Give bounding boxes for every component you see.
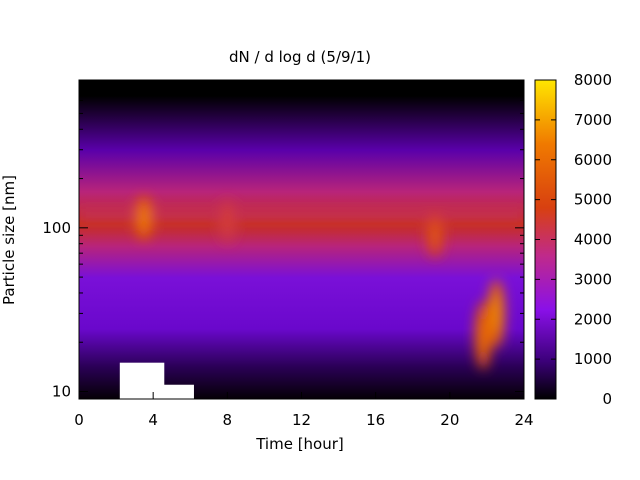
heatmap-feature-core-3 <box>431 222 439 249</box>
heatmap-feature-core-2 <box>223 207 232 235</box>
colorbar-tick-label: 2000 <box>574 310 612 328</box>
y-axis-label: Particle size [nm] <box>0 175 18 305</box>
colorbar-tick-label: 5000 <box>574 191 612 209</box>
colorbar-tick-label: 6000 <box>574 151 612 169</box>
missing-data-region-1 <box>162 384 194 399</box>
x-tick-label: 20 <box>440 411 459 429</box>
colorbar-tick-label: 3000 <box>574 270 612 288</box>
x-axis-label: Time [hour] <box>255 435 344 453</box>
x-tick-label: 4 <box>148 411 158 429</box>
x-axis: 0 4 8 12 16 20 24 <box>74 80 534 429</box>
colorbar-axis: 0 1000 2000 3000 4000 5000 6000 7000 8000 <box>535 71 612 408</box>
y-tick-label: 100 <box>42 219 71 237</box>
colorbar-tick-label: 0 <box>602 390 612 408</box>
colorbar-tick-label: 7000 <box>574 111 612 129</box>
colorbar-tick-label: 8000 <box>574 71 612 89</box>
y-tick-label: 10 <box>52 383 71 401</box>
heatmap-features <box>79 195 524 370</box>
colorbar-tick-label: 4000 <box>574 231 612 249</box>
heatmap-feature-core-4 <box>492 293 501 334</box>
chart-title: dN / d log d (5/9/1) <box>229 48 371 66</box>
x-tick-label: 24 <box>514 411 533 429</box>
y-axis: 10 100 <box>42 79 524 401</box>
heatmap-background <box>79 80 524 399</box>
heatmap-feature-0 <box>79 208 524 221</box>
x-tick-label: 16 <box>366 411 385 429</box>
x-tick-label: 8 <box>223 411 233 429</box>
colorbar-tick-label: 1000 <box>574 350 612 368</box>
missing-data <box>119 362 194 399</box>
heatmap-feature-core-5 <box>479 315 488 356</box>
x-tick-label: 12 <box>292 411 311 429</box>
heatmap-plot <box>79 80 524 399</box>
x-tick-label: 0 <box>74 411 84 429</box>
heatmap-feature-core-1 <box>139 204 148 232</box>
missing-data-region-0 <box>119 362 165 399</box>
